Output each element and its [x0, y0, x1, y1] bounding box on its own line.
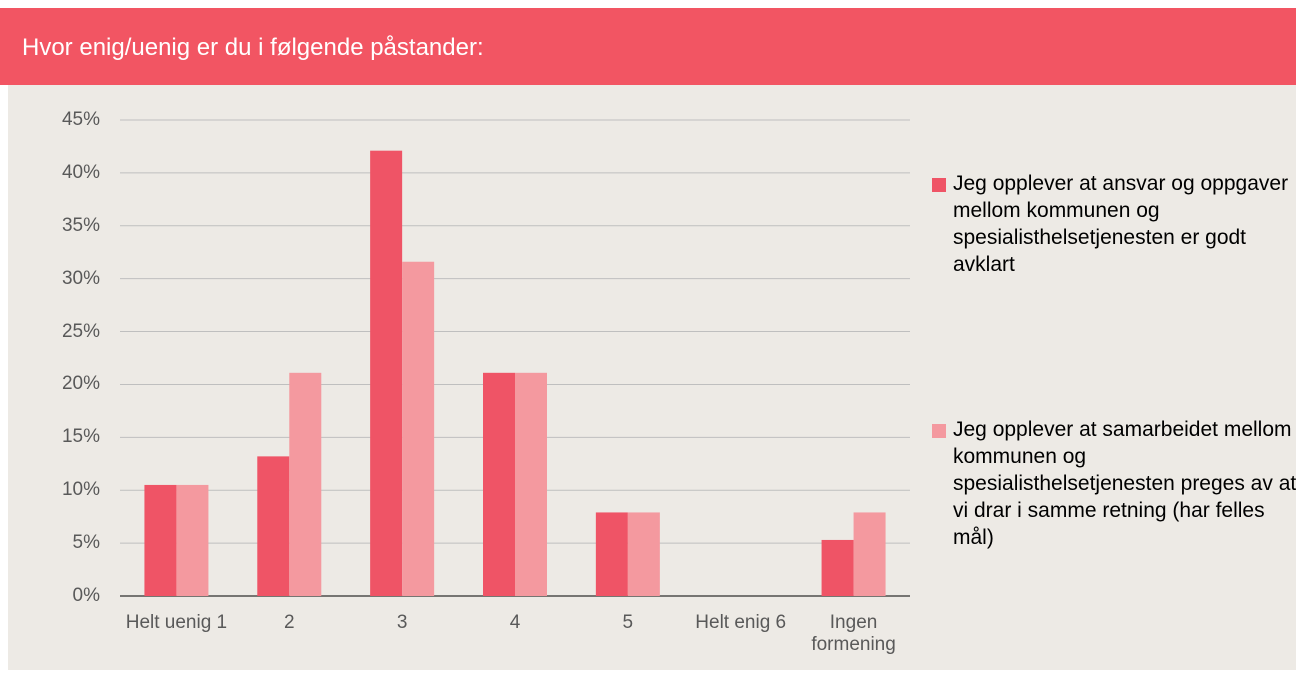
y-tick-label: 45% — [61, 109, 100, 130]
header: Hvor enig/uenig er du i følgende påstand… — [0, 8, 1296, 85]
legend-swatch — [932, 424, 946, 438]
y-tick-label: 0% — [72, 585, 100, 606]
legend-swatch — [932, 178, 946, 192]
bar — [144, 484, 177, 596]
bar — [483, 372, 515, 596]
y-tick-label: 5% — [72, 532, 100, 554]
y-tick-label: 15% — [61, 426, 100, 448]
y-tick-label: 40% — [61, 161, 100, 183]
legend-label: Jeg opplever at samarbeidet mellom kommu… — [953, 418, 1296, 549]
y-tick-label: 35% — [61, 214, 100, 236]
legend-label: Jeg opplever at ansvar og oppgaver mello… — [953, 172, 1289, 276]
x-tick-label: 4 — [509, 612, 521, 633]
y-tick-label: 20% — [61, 373, 100, 395]
x-tick-label: 2 — [283, 612, 295, 633]
bar — [289, 372, 322, 596]
x-tick-label: 5 — [622, 612, 634, 633]
x-tick-label: Helt enig 6 — [695, 612, 787, 633]
bar — [821, 539, 854, 596]
x-tick-label: Ingen formening — [811, 612, 896, 655]
y-tick-label: 25% — [61, 320, 100, 342]
y-tick-label: 10% — [61, 479, 100, 501]
x-tick-label: 3 — [396, 612, 408, 633]
bar — [257, 456, 290, 596]
y-tick-label: 30% — [61, 267, 100, 289]
bar — [627, 512, 660, 596]
bar — [595, 512, 628, 596]
bar — [370, 150, 403, 597]
bar — [176, 484, 209, 596]
bar — [515, 372, 547, 596]
bar — [853, 512, 886, 596]
bar — [402, 261, 435, 596]
x-tick-label: Helt uenig 1 — [125, 612, 228, 633]
